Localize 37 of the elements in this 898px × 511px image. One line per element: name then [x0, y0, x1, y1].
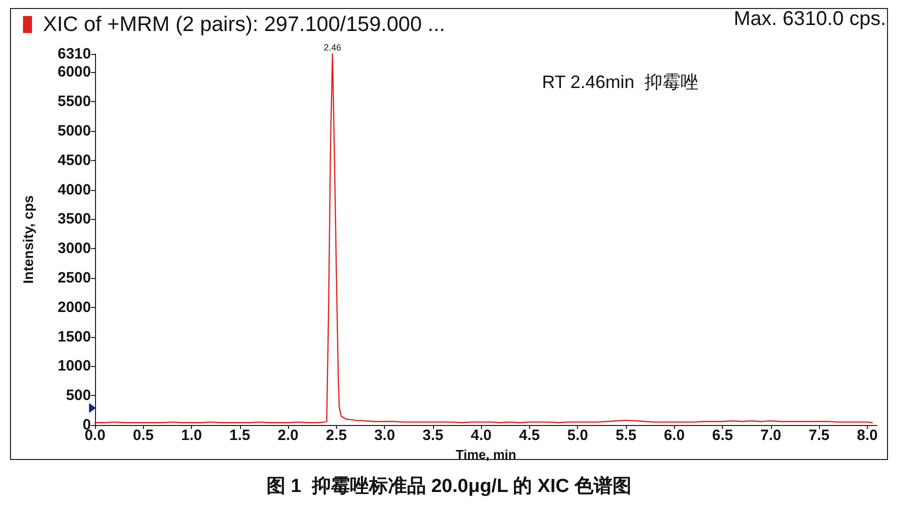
y-tick-label: 2500: [58, 270, 91, 287]
x-axis-title: Time, min: [456, 446, 516, 462]
x-tick-label: 4.0: [470, 427, 492, 444]
x-tick-label: 1.5: [229, 427, 250, 444]
y-tick-label: 4500: [58, 152, 91, 169]
x-tick-label: 6.5: [712, 427, 733, 444]
y-tick-label: 1000: [58, 358, 91, 375]
y-tick-label: 1500: [58, 328, 91, 346]
y-axis-title: Intensity, cps: [20, 195, 36, 284]
x-tick-label: 8.0: [856, 427, 878, 444]
text: 图 1 抑霉唑标准品 20.0μg/L 的 XIC 色谱图: [266, 475, 632, 497]
x-tick-label: 2.5: [326, 427, 347, 444]
y-tick-label: 3000: [58, 240, 91, 258]
annotation: RT 2.46min 抑霉唑: [542, 72, 698, 92]
y-tick-label: 3500: [58, 210, 91, 228]
y-tick-label: 500: [66, 387, 91, 404]
x-tick-label: 0.5: [132, 427, 154, 444]
line-series: [94, 53, 873, 424]
x-tick-label: 4.5: [519, 427, 540, 444]
x-tick-label: 3.0: [374, 427, 396, 444]
y-tick-label: 4000: [58, 181, 91, 198]
x-tick-label: 5.0: [567, 427, 588, 444]
x-tick-label: 3.5: [422, 427, 444, 444]
legend-label: XIC of +MRM (2 pairs): 297.100/159.000 ...: [43, 13, 446, 36]
y-tick-label: 5500: [58, 93, 91, 110]
x-tick-label: 2.0: [278, 427, 299, 444]
y-tick-label: 6310: [58, 46, 91, 62]
x-tick-label: 7.5: [808, 427, 830, 444]
y-tick-label: 5000: [58, 122, 91, 140]
x-tick-label: 1.0: [181, 427, 202, 444]
text: Max. 6310.0 cps.: [734, 8, 886, 30]
x-tick-label: 7.0: [760, 427, 782, 444]
y-tick-label: 6000: [58, 64, 91, 81]
x-tick-label: 5.5: [616, 427, 636, 444]
annotation: 2.46: [324, 42, 342, 52]
x-tick-label: 6.0: [664, 427, 685, 444]
y-tick-label: 2000: [58, 298, 91, 316]
